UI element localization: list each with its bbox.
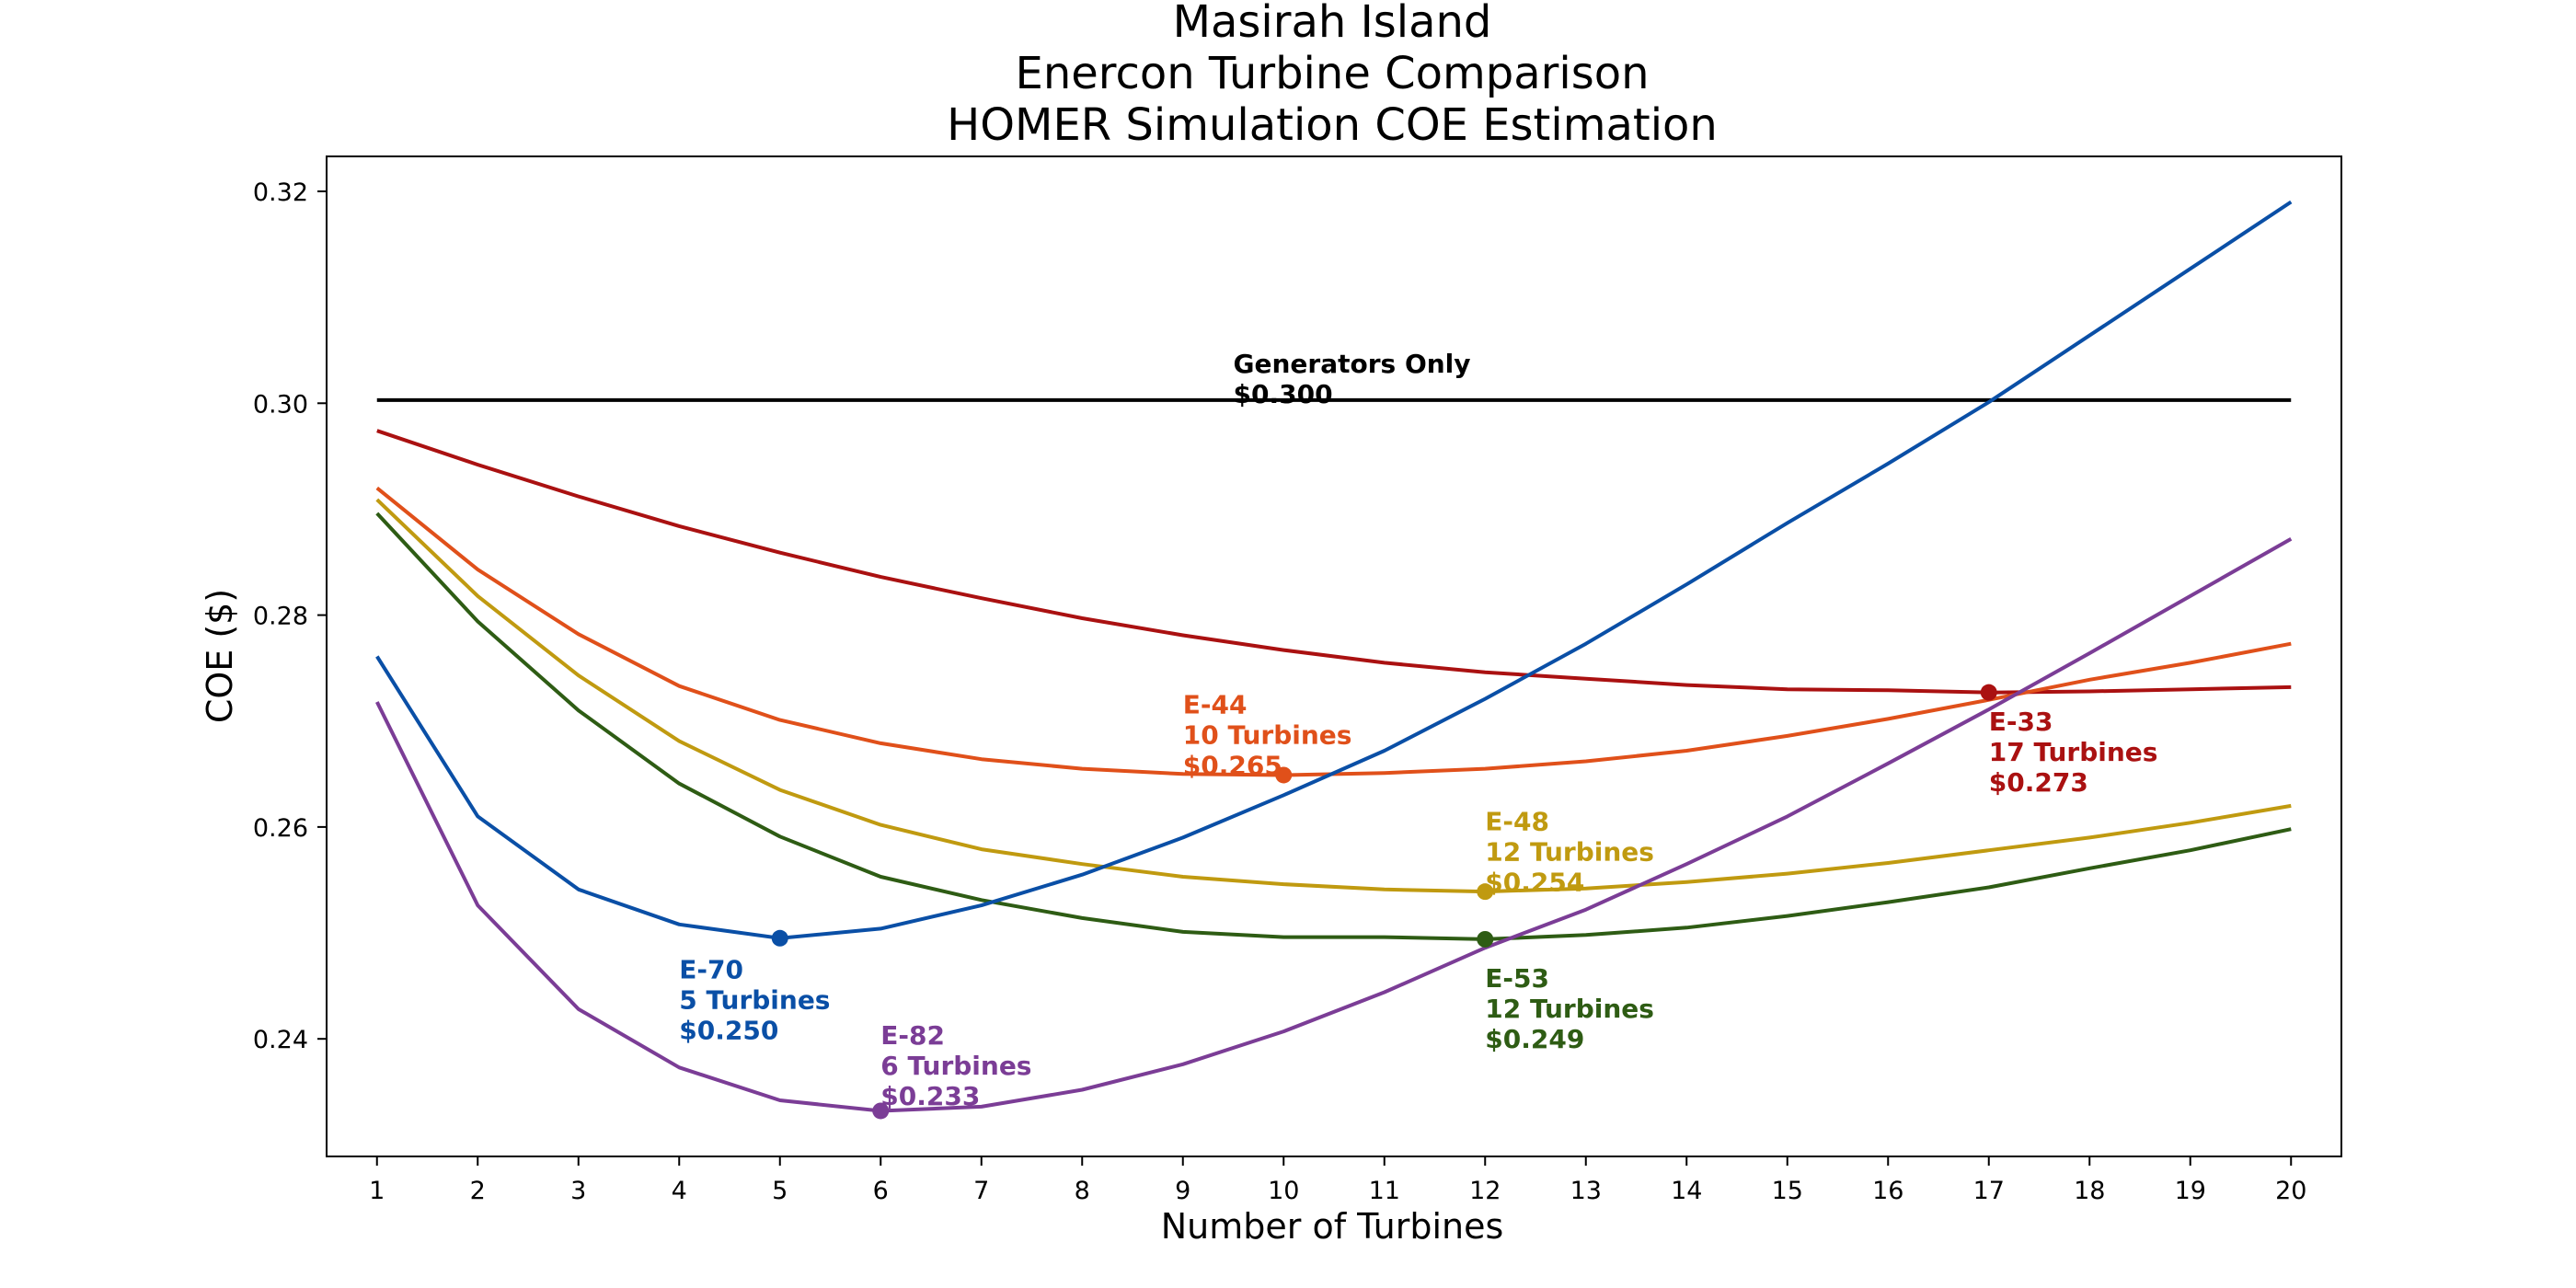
series-e48-line — [375, 498, 2292, 894]
series-e33-line — [376, 429, 2292, 695]
x-axis-label: Number of Turbines — [1161, 1206, 1504, 1247]
series-e44-label-line-3: $0.265 — [1183, 751, 1282, 781]
y-tick-label-0: 0.24 — [253, 1026, 308, 1054]
series-e44-label-line-2: 10 Turbines — [1183, 720, 1352, 751]
x-tick-label-9: 9 — [1175, 1177, 1190, 1205]
series-e48-min-marker — [1477, 883, 1494, 901]
series-e70-label-line-2: 5 Turbines — [679, 985, 830, 1016]
series-e53-min-marker — [1477, 930, 1494, 948]
x-tick-label-16: 16 — [1872, 1177, 1903, 1205]
series-e33-label: E-33 17 Turbines $0.273 — [1989, 707, 2158, 798]
y-tick-label-3: 0.30 — [253, 390, 308, 419]
series-e82-min-marker — [872, 1102, 890, 1120]
series-e33-label-line-2: 17 Turbines — [1989, 737, 2158, 767]
y-tick-label-2: 0.28 — [253, 603, 308, 631]
series-e33-min-marker — [1980, 684, 1997, 701]
series-e53-label: E-53 12 Turbines $0.249 — [1485, 963, 1654, 1054]
series-e70-label-line-1: E-70 — [679, 955, 743, 985]
series-e82-label-line-3: $0.233 — [880, 1081, 980, 1111]
x-axis: 1 2 3 4 5 6 7 8 9 10 11 12 13 14 15 16 17 18 19 20 — [369, 1156, 2306, 1205]
series-e82-line — [375, 536, 2293, 1113]
x-tick-label-12: 12 — [1469, 1177, 1501, 1205]
series-e33-label-line-1: E-33 — [1989, 707, 2053, 737]
series-e53-label-line-1: E-53 — [1485, 963, 1549, 994]
y-axis-label: COE ($) — [200, 589, 240, 723]
series-e82-label: E-82 6 Turbines $0.233 — [880, 1020, 1031, 1111]
generators-only-label-line-2: $0.300 — [1234, 379, 1333, 409]
series-e33-label-line-3: $0.273 — [1989, 767, 2088, 798]
y-tick-label-1: 0.26 — [253, 814, 308, 843]
x-tick-label-6: 6 — [873, 1177, 889, 1205]
series-e70-label: E-70 5 Turbines $0.250 — [679, 955, 830, 1046]
series-e44-label: E-44 10 Turbines $0.265 — [1183, 690, 1352, 781]
series-e44-label-line-1: E-44 — [1183, 690, 1248, 720]
plot-frame — [326, 155, 2342, 1157]
y-tick-label-4: 0.32 — [253, 178, 308, 207]
series-e48-label-line-2: 12 Turbines — [1485, 836, 1654, 867]
y-axis: 0.24 0.26 0.28 0.30 0.32 — [253, 178, 327, 1054]
series-e70-min-marker — [771, 929, 788, 947]
series-e53-label-line-2: 12 Turbines — [1485, 994, 1654, 1024]
series-e48-label-line-1: E-48 — [1485, 806, 1549, 836]
series-e53-line — [375, 512, 2292, 941]
chart-title-line-1: Masirah Island — [1173, 0, 1492, 48]
chart-title-line-2: Enercon Turbine Comparison — [1016, 48, 1650, 99]
series-e82-label-line-1: E-82 — [880, 1020, 945, 1051]
x-tick-label-20: 20 — [2275, 1177, 2306, 1205]
chart-title-line-3: HOMER Simulation COE Estimation — [947, 99, 1718, 151]
x-tick-label-17: 17 — [1973, 1177, 2005, 1205]
series-e53-label-line-3: $0.249 — [1485, 1024, 1584, 1054]
series-e70-line — [375, 200, 2293, 940]
x-tick-label-14: 14 — [1671, 1177, 1702, 1205]
generators-only-label-line-1: Generators Only — [1234, 349, 1471, 379]
x-tick-label-4: 4 — [672, 1177, 687, 1205]
x-tick-label-1: 1 — [369, 1177, 385, 1205]
x-tick-label-11: 11 — [1369, 1177, 1400, 1205]
x-tick-label-15: 15 — [1772, 1177, 1803, 1205]
series-e44-min-marker — [1275, 766, 1293, 784]
series-e48-label: E-48 12 Turbines $0.254 — [1485, 806, 1654, 897]
series-e48-label-line-3: $0.254 — [1485, 867, 1584, 897]
x-tick-label-13: 13 — [1570, 1177, 1602, 1205]
x-tick-label-18: 18 — [2074, 1177, 2105, 1205]
x-tick-label-10: 10 — [1268, 1177, 1299, 1205]
series-e70-label-line-3: $0.250 — [679, 1016, 778, 1046]
chart-title: Masirah Island Enercon Turbine Compariso… — [947, 0, 1718, 151]
x-tick-label-7: 7 — [973, 1177, 989, 1205]
marker-layer — [771, 684, 1997, 1120]
series-e82-label-line-2: 6 Turbines — [880, 1051, 1031, 1081]
x-tick-label-8: 8 — [1075, 1177, 1090, 1205]
x-tick-label-5: 5 — [772, 1177, 788, 1205]
x-tick-label-2: 2 — [470, 1177, 486, 1205]
series-layer — [375, 200, 2293, 1113]
x-tick-label-3: 3 — [570, 1177, 586, 1205]
generators-only-label: Generators Only $0.300 — [1234, 349, 1471, 409]
x-tick-label-19: 19 — [2175, 1177, 2206, 1205]
